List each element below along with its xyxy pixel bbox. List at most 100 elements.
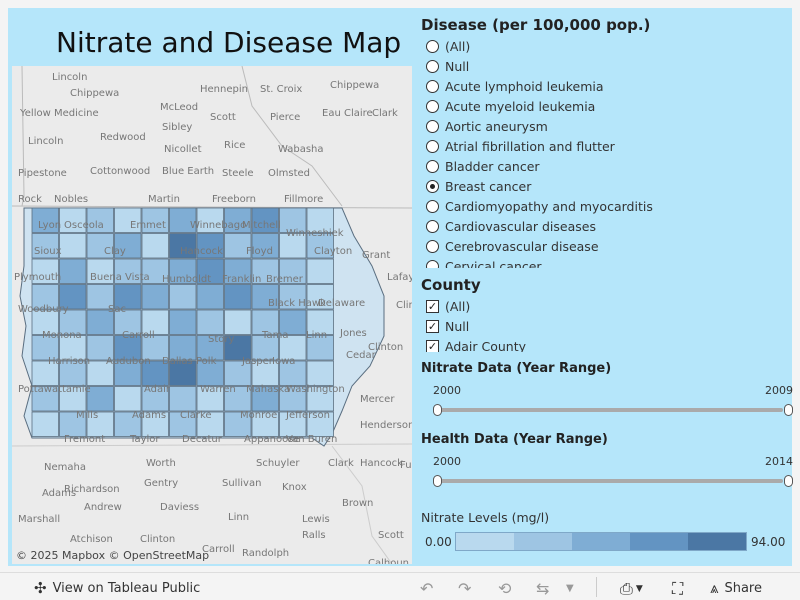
county-shape[interactable]	[279, 335, 307, 361]
disease-option[interactable]: (All)	[421, 36, 792, 56]
county-shape[interactable]	[251, 284, 279, 310]
county-shape[interactable]	[114, 411, 142, 437]
county-shape[interactable]	[224, 233, 252, 259]
county-shape[interactable]	[86, 284, 114, 310]
county-shape[interactable]	[224, 386, 252, 412]
county-shape[interactable]	[224, 335, 252, 361]
county-shape[interactable]	[169, 386, 197, 412]
radio-icon[interactable]	[426, 199, 439, 213]
disease-option[interactable]: Aortic aneurysm	[421, 116, 792, 136]
checkbox-icon[interactable]: ✓	[426, 299, 439, 313]
county-option[interactable]: ✓ Null	[421, 316, 792, 336]
county-shape[interactable]	[224, 411, 252, 437]
county-shape[interactable]	[306, 411, 334, 437]
county-shape[interactable]	[224, 309, 252, 335]
county-shape[interactable]	[141, 207, 169, 233]
view-on-tableau-button[interactable]: ✣ View on Tableau Public	[34, 579, 200, 597]
county-shape[interactable]	[141, 233, 169, 259]
county-shape[interactable]	[251, 233, 279, 259]
county-shape[interactable]	[306, 207, 334, 233]
county-shape[interactable]	[31, 411, 59, 437]
county-shape[interactable]	[196, 233, 224, 259]
county-shape[interactable]	[59, 309, 87, 335]
radio-icon[interactable]	[426, 179, 439, 193]
county-shape[interactable]	[169, 309, 197, 335]
county-shape[interactable]	[196, 386, 224, 412]
county-shape[interactable]	[196, 335, 224, 361]
county-shape[interactable]	[114, 207, 142, 233]
county-shape[interactable]	[224, 360, 252, 386]
radio-icon[interactable]	[426, 39, 439, 53]
county-shape[interactable]	[31, 233, 59, 259]
county-shape[interactable]	[251, 207, 279, 233]
disease-option[interactable]: Breast cancer	[421, 176, 792, 196]
radio-icon[interactable]	[426, 99, 439, 113]
county-shape[interactable]	[251, 335, 279, 361]
county-shape[interactable]	[306, 309, 334, 335]
radio-icon[interactable]	[426, 59, 439, 73]
county-shape[interactable]	[306, 233, 334, 259]
county-shape[interactable]	[114, 386, 142, 412]
county-shape[interactable]	[59, 284, 87, 310]
county-shape[interactable]	[279, 309, 307, 335]
county-shape[interactable]	[196, 207, 224, 233]
county-shape[interactable]	[31, 207, 59, 233]
county-shape[interactable]	[169, 258, 197, 284]
county-shape[interactable]	[141, 411, 169, 437]
county-shape[interactable]	[169, 284, 197, 310]
county-shape[interactable]	[306, 360, 334, 386]
county-shape[interactable]	[306, 386, 334, 412]
county-shape[interactable]	[279, 207, 307, 233]
radio-icon[interactable]	[426, 119, 439, 133]
county-shape[interactable]	[224, 258, 252, 284]
radio-icon[interactable]	[426, 159, 439, 173]
county-shape[interactable]	[59, 386, 87, 412]
revert-icon[interactable]: ⟲	[498, 579, 512, 598]
nitrate-range-min-handle[interactable]	[433, 404, 442, 416]
undo-icon[interactable]: ↶	[420, 579, 434, 598]
disease-option[interactable]: Bladder cancer	[421, 156, 792, 176]
county-shape[interactable]	[279, 386, 307, 412]
county-shape[interactable]	[279, 360, 307, 386]
county-shape[interactable]	[141, 258, 169, 284]
county-shape[interactable]	[169, 335, 197, 361]
county-shape[interactable]	[86, 335, 114, 361]
county-shape[interactable]	[279, 233, 307, 259]
county-option[interactable]: ✓ Adair County	[421, 336, 792, 352]
county-shape[interactable]	[31, 360, 59, 386]
county-shape[interactable]	[224, 284, 252, 310]
checkbox-icon[interactable]: ✓	[426, 339, 439, 352]
county-shape[interactable]	[196, 309, 224, 335]
map-canvas[interactable]: Lincoln Chippewa Hennepin St. Croix Chippewa…	[12, 66, 412, 564]
disease-option[interactable]: Cervical cancer	[421, 256, 792, 268]
county-shape[interactable]	[279, 411, 307, 437]
disease-filter-list[interactable]: (All) Null Acute lymphoid leukemia Acute my…	[421, 36, 792, 268]
map-view[interactable]: Lincoln Chippewa Hennepin St. Croix Chippewa…	[12, 66, 412, 564]
county-shape[interactable]	[59, 258, 87, 284]
county-shape[interactable]	[59, 207, 87, 233]
disease-option[interactable]: Acute myeloid leukemia	[421, 96, 792, 116]
county-shape[interactable]	[31, 284, 59, 310]
county-shape[interactable]	[169, 233, 197, 259]
county-shape[interactable]	[86, 309, 114, 335]
county-shape[interactable]	[86, 233, 114, 259]
radio-icon[interactable]	[426, 139, 439, 153]
county-shape[interactable]	[59, 360, 87, 386]
county-shape[interactable]	[86, 386, 114, 412]
county-shape[interactable]	[251, 309, 279, 335]
county-shape[interactable]	[114, 284, 142, 310]
county-shape[interactable]	[114, 233, 142, 259]
county-shape[interactable]	[59, 411, 87, 437]
county-shape[interactable]	[251, 258, 279, 284]
county-shape[interactable]	[114, 309, 142, 335]
disease-option[interactable]: Cerebrovascular disease	[421, 236, 792, 256]
county-shape[interactable]	[86, 411, 114, 437]
map-attribution[interactable]: © 2025 Mapbox © OpenStreetMap	[16, 549, 210, 562]
disease-option[interactable]: Cardiovascular diseases	[421, 216, 792, 236]
county-shape[interactable]	[224, 207, 252, 233]
radio-icon[interactable]	[426, 239, 439, 253]
county-shape[interactable]	[196, 411, 224, 437]
county-shape[interactable]	[86, 360, 114, 386]
redo-icon[interactable]: ↷	[458, 579, 472, 598]
county-shape[interactable]	[306, 335, 334, 361]
